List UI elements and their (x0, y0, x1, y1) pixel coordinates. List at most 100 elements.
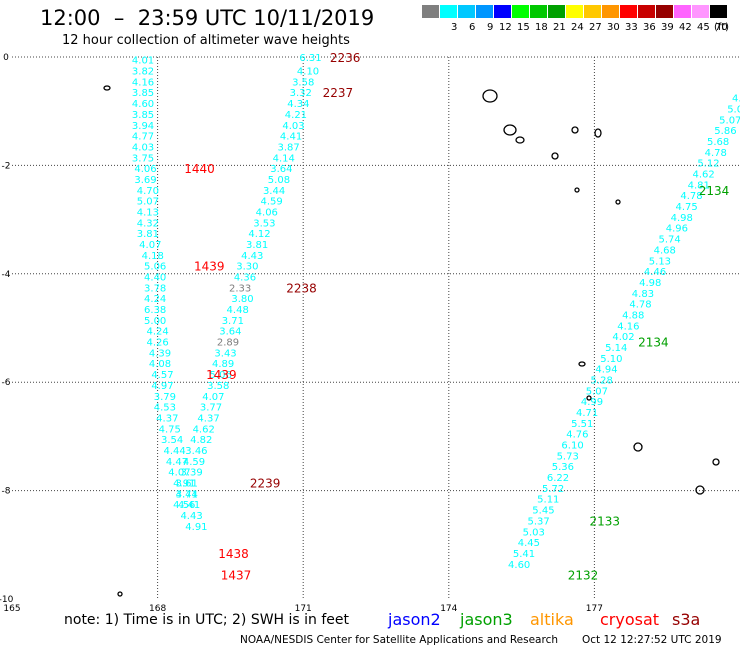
wave-height-value: 4.74 (176, 489, 198, 500)
wave-height-value: 5.14 (605, 343, 627, 354)
x-tick-label: 174 (440, 604, 457, 614)
wave-height-value: 4.57 (151, 370, 173, 381)
wave-height-value: 6.10 (561, 441, 583, 452)
wave-height-value: 5.51 (571, 419, 593, 430)
wave-height-value: 4.03 (282, 121, 304, 132)
legend-swatch (548, 5, 565, 18)
pass-time-label: 2238 (286, 281, 317, 295)
wave-height-value: 4.16 (617, 321, 639, 332)
wave-height-value: 4.24 (144, 294, 166, 305)
mission-s3a: s3a (672, 610, 701, 629)
wave-height-value: 2.33 (229, 283, 251, 294)
wave-height-value: 3.82 (132, 67, 154, 78)
wave-height-value: 5.28 (591, 375, 613, 386)
wave-height-value: 4.53 (154, 403, 176, 414)
wave-height-value: 4.91 (185, 522, 207, 533)
wave-height-value: 4.37 (156, 413, 178, 424)
wave-height-value: 4.9 (732, 94, 740, 105)
wave-height-value: 6.22 (547, 473, 569, 484)
wave-height-value: 5.45 (532, 506, 554, 517)
island-outline (503, 124, 517, 136)
wave-height-value: 4.94 (595, 365, 617, 376)
wave-height-value: 4.10 (297, 67, 319, 78)
wave-height-value: 4.91 (173, 478, 195, 489)
wave-height-value: 6.38 (144, 305, 166, 316)
island-outline (103, 85, 111, 91)
wave-height-value: 4.01 (132, 56, 154, 67)
legend-swatch (710, 5, 727, 18)
legend-swatch (512, 5, 529, 18)
wave-height-value: 4.62 (692, 170, 714, 181)
island-outline (586, 395, 592, 401)
wave-height-value: 4.39 (149, 348, 171, 359)
legend-label: 24 (571, 22, 584, 33)
wave-height-value: 4.14 (273, 153, 295, 164)
wave-height-value: 3.58 (292, 77, 314, 88)
legend-label: 36 (643, 22, 656, 33)
wave-height-value: 5.36 (552, 462, 574, 473)
legend-label: 6 (469, 22, 476, 33)
wave-height-value: 4.70 (137, 186, 159, 197)
wave-height-value: 4.97 (151, 381, 173, 392)
wave-height-value: 4.75 (675, 202, 697, 213)
y-tick-label: 0 (3, 53, 9, 63)
footer-note: note: 1) Time is in UTC; 2) SWH is in fe… (64, 612, 350, 628)
wave-height-value: 4.78 (680, 191, 702, 202)
wave-height-value: 4.98 (639, 278, 661, 289)
wave-height-value: 4.08 (149, 359, 171, 370)
wave-height-value: 3.85 (132, 88, 154, 99)
wave-height-value: 4.77 (132, 132, 154, 143)
wave-height-value: 3.69 (134, 175, 156, 186)
island-outline (615, 199, 621, 205)
wave-height-value: 4.82 (190, 435, 212, 446)
pass-time-label: 2237 (323, 86, 354, 100)
wave-height-value: 4.32 (137, 218, 159, 229)
island-outline (551, 152, 559, 160)
wave-height-value: 4.13 (137, 207, 159, 218)
pass-time-label: 2134 (699, 184, 730, 198)
legend-swatch (458, 5, 475, 18)
wave-height-value: 4.96 (666, 224, 688, 235)
island-outline (117, 591, 123, 597)
wave-height-value: 4.48 (227, 305, 249, 316)
x-tick-label: 165 (3, 604, 20, 614)
wave-height-value: 4.26 (146, 338, 168, 349)
wave-height-value: 3.61 (176, 478, 198, 489)
island-outline (633, 442, 643, 452)
wave-height-value: 5.37 (527, 516, 549, 527)
legend-label: 21 (553, 22, 566, 33)
wave-height-value: 4.88 (622, 310, 644, 321)
wave-height-value: 4.75 (159, 424, 181, 435)
legend-label: 33 (625, 22, 638, 33)
legend-swatch (530, 5, 547, 18)
legend-swatch (566, 5, 583, 18)
legend-label: 45 (697, 22, 710, 33)
wave-height-value: 4.07 (202, 392, 224, 403)
wave-height-value: 6.31 (299, 53, 321, 64)
generated-timestamp: Oct 12 12:27:52 UTC 2019 (582, 634, 722, 646)
wave-height-value: 4.60 (508, 560, 530, 571)
wave-height-value: 4.43 (241, 251, 263, 262)
legend-label: 39 (661, 22, 674, 33)
wave-height-value: 3.64 (270, 164, 292, 175)
island-outline (571, 126, 579, 134)
wave-height-value: 4.41 (178, 500, 200, 511)
y-tick-label: -2 (2, 161, 11, 171)
wave-height-value: 4.62 (193, 424, 215, 435)
legend-label: 9 (487, 22, 494, 33)
pass-time-label: 2236 (330, 51, 361, 65)
island-outline (695, 485, 705, 495)
pass-time-label: 1439 (206, 368, 237, 382)
wave-height-value: 5.06 (144, 262, 166, 273)
legend-swatch (674, 5, 691, 18)
legend-swatch (602, 5, 619, 18)
wave-height-value: 3.71 (222, 316, 244, 327)
wave-height-value: 4.81 (688, 180, 710, 191)
wave-height-value: 5.73 (557, 451, 579, 462)
pass-time-label: 2134 (638, 336, 669, 350)
wave-height-value: 5.07 (137, 197, 159, 208)
wave-height-value: 3.81 (137, 229, 159, 240)
wave-height-value: 4.76 (566, 430, 588, 441)
wave-height-value: 4.60 (132, 99, 154, 110)
